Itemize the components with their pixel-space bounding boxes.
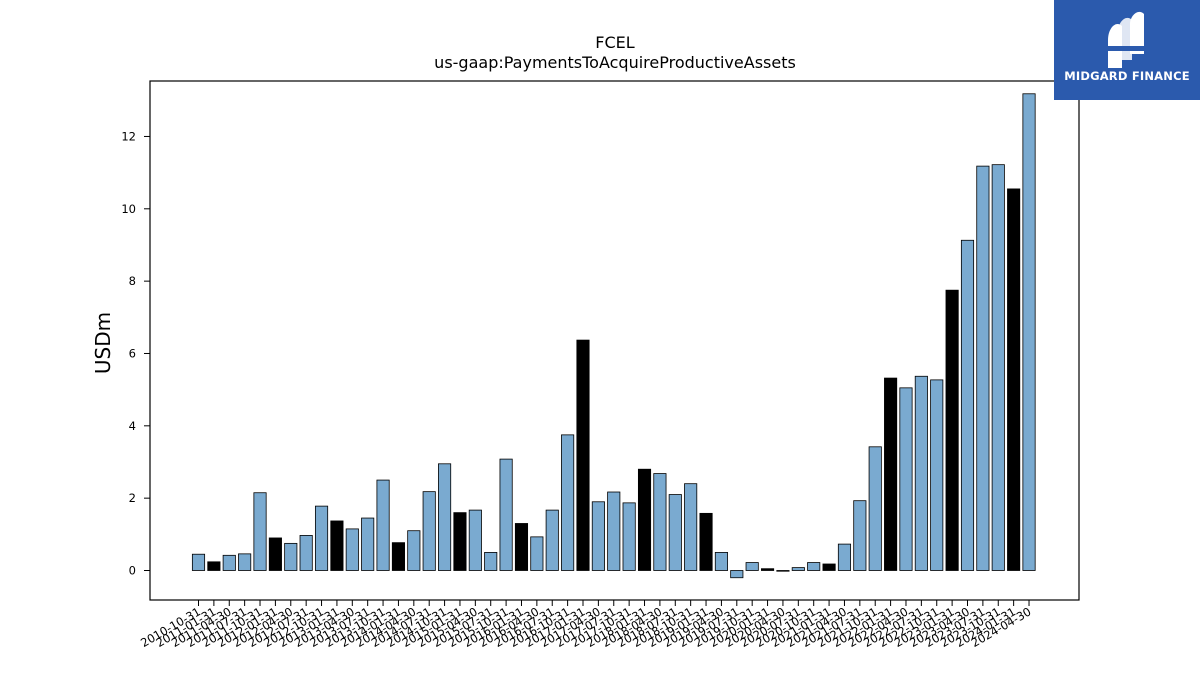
bar-2020-10-31 xyxy=(807,562,821,571)
bar-2018-07-31 xyxy=(668,494,682,571)
bar-2011-07-31 xyxy=(238,553,252,571)
bar-2019-07-31 xyxy=(730,570,744,579)
bar-2014-01-31 xyxy=(391,542,405,571)
brand-logo: MIDGARD FINANCE xyxy=(1054,0,1200,100)
bar-2013-01-31 xyxy=(330,520,344,571)
y-tick-label: 2 xyxy=(129,491,136,505)
bar-2012-10-31 xyxy=(314,505,329,571)
bar-2016-10-31 xyxy=(561,434,575,571)
bar-2017-07-31 xyxy=(607,491,621,571)
bar-2015-01-31 xyxy=(453,512,467,571)
bar-2023-10-31 xyxy=(991,164,1005,571)
bar-2020-04-30 xyxy=(776,570,790,572)
y-tick-label: 6 xyxy=(129,346,136,360)
bar-2019-01-31 xyxy=(699,512,713,571)
bar-2017-10-31 xyxy=(622,502,636,571)
bar-2021-01-31 xyxy=(822,563,836,571)
bar-2013-07-31 xyxy=(361,517,375,571)
bar-2011-10-31 xyxy=(253,492,267,571)
bar-2016-04-30 xyxy=(530,536,544,571)
bar-2012-01-31 xyxy=(268,537,282,571)
brand-name: MIDGARD FINANCE xyxy=(1064,69,1190,83)
bar-2023-07-31 xyxy=(976,165,990,571)
y-tick-label: 10 xyxy=(121,202,136,216)
bar-2022-07-31 xyxy=(914,375,928,571)
bar-2021-10-31 xyxy=(868,446,882,571)
bar-2019-10-31 xyxy=(745,562,759,571)
bar-2023-04-30 xyxy=(960,239,975,571)
bar-2022-01-31 xyxy=(884,377,898,571)
bar-2017-01-31 xyxy=(576,339,590,571)
bar-2022-04-30 xyxy=(899,387,913,571)
bar-2021-04-30 xyxy=(837,543,852,571)
bar-2013-10-31 xyxy=(376,479,390,571)
bar-2018-04-30 xyxy=(653,473,667,571)
bar-2012-07-31 xyxy=(299,535,313,571)
bar-2010-10-31 xyxy=(191,553,206,571)
bar-2014-07-31 xyxy=(422,491,436,571)
x-axis: 2010-10-312011-01-312011-04-302011-07-31… xyxy=(138,600,1034,650)
bar-2022-10-31 xyxy=(930,379,944,571)
chart-subtitle: us-gaap:PaymentsToAcquireProductiveAsset… xyxy=(434,53,796,72)
y-axis-label: USDm xyxy=(91,312,115,374)
bar-2020-01-31 xyxy=(761,568,775,571)
bar-2024-04-30 xyxy=(1022,93,1036,571)
y-tick-label: 0 xyxy=(129,564,136,578)
bar-2012-04-30 xyxy=(284,542,298,571)
plot-frame xyxy=(149,80,1080,601)
bar-2018-01-31 xyxy=(637,468,652,571)
bar-2024-01-31 xyxy=(1007,188,1021,571)
bars-layer xyxy=(191,93,1036,579)
bar-2021-07-31 xyxy=(853,500,867,571)
y-axis: 0 2 4 6 8 10 12 xyxy=(121,129,150,578)
bar-2014-04-30 xyxy=(407,530,421,571)
logo-mark-icon xyxy=(1106,11,1146,68)
bar-2016-01-31 xyxy=(514,523,529,571)
bar-2013-04-30 xyxy=(345,528,359,571)
y-tick-label: 12 xyxy=(121,129,136,143)
bar-2017-04-30 xyxy=(591,501,605,571)
bar-2011-04-30 xyxy=(222,554,236,571)
y-tick-label: 8 xyxy=(129,274,136,288)
bar-2020-07-31 xyxy=(791,567,805,571)
y-tick-label: 4 xyxy=(129,419,136,433)
bar-2015-07-31 xyxy=(484,552,498,571)
bar-2023-01-31 xyxy=(945,289,959,571)
bar-2014-10-31 xyxy=(438,463,452,571)
bar-2011-01-31 xyxy=(207,561,221,571)
bar-2015-10-31 xyxy=(499,458,513,571)
bar-2019-04-30 xyxy=(714,552,728,571)
bar-2018-10-31 xyxy=(684,483,698,571)
bar-2015-04-30 xyxy=(468,509,482,571)
bar-2016-07-31 xyxy=(545,509,559,571)
chart-title: FCEL xyxy=(595,33,634,52)
